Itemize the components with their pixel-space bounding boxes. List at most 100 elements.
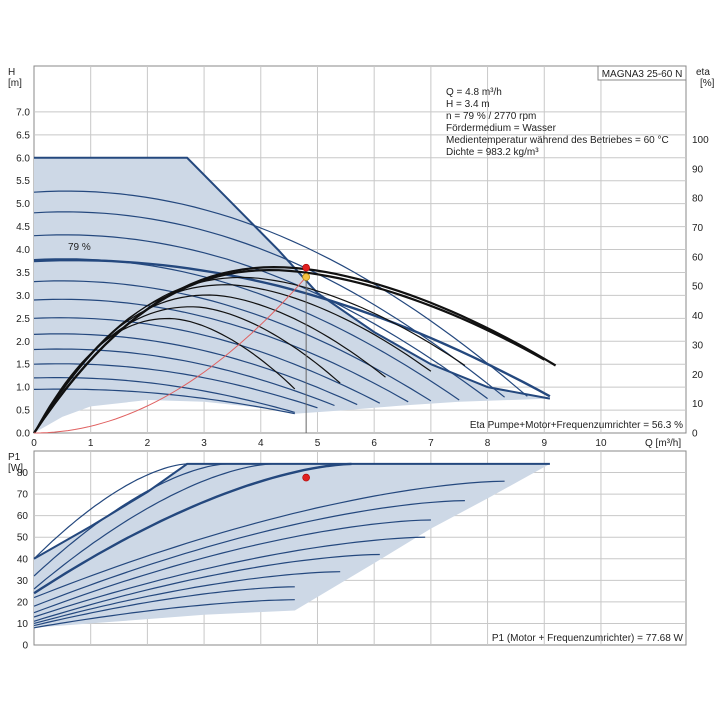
flow-tick-label: 4 (258, 438, 264, 449)
flow-tick-label: 8 (485, 438, 491, 449)
head-curve-panel: 0.0 0.5 1.0 1.5 2.0 2.5 3.0 3.5 4.0 4.5 5.0 5.5 6.0 6… (8, 65, 715, 449)
eta-tick-label: 60 (692, 252, 704, 263)
power-tick-label: 50 (17, 533, 29, 544)
info-head: H = 3.4 m (446, 99, 490, 110)
flow-tick-label: 2 (145, 438, 151, 449)
head-speed-curves (33, 156, 551, 415)
head-tick-label: 2.0 (16, 337, 30, 348)
power-readout: P1 (Motor + Frequenzumrichter) = 77.68 W (492, 633, 684, 644)
flow-axis-label: Q [m³/h] (645, 438, 681, 449)
speed-curve (33, 211, 505, 398)
power-y-tick-labels: 0 10 20 30 40 50 60 70 80 (17, 468, 29, 651)
power-tick-label: 0 (22, 641, 28, 652)
power-curve (33, 553, 380, 622)
operating-point-marker (302, 273, 311, 281)
power-curves (33, 462, 550, 629)
power-axis-unit: [W] (8, 463, 23, 474)
speed-curve (33, 317, 381, 404)
power-curve (33, 519, 431, 614)
info-medium: Fördermedium = Wasser (446, 123, 557, 134)
info-temperature: Medientemperatur während des Betriebes =… (446, 135, 669, 146)
info-speed: n = 79 % / 2770 rpm (446, 111, 536, 122)
head-tick-label: 7.0 (16, 107, 30, 118)
eta-tick-label: 10 (692, 399, 704, 410)
efficiency-y-tick-labels: 0 10 20 30 40 50 60 70 80 90 100 (692, 135, 709, 440)
power-max-envelope (33, 462, 550, 560)
efficiency-readout: Eta Pumpe+Motor+Frequenzumrichter = 56.3… (470, 420, 683, 431)
flow-tick-label: 1 (88, 438, 94, 449)
model-title: MAGNA3 25-60 N (602, 69, 683, 80)
speed-curve (33, 333, 358, 406)
power-point-marker (302, 473, 310, 482)
head-tick-label: 1.5 (16, 360, 30, 371)
head-axis-unit: [m] (8, 78, 22, 89)
efficiency-curve (33, 276, 466, 434)
active-power-curve (33, 462, 352, 595)
head-tick-label: 0.0 (16, 429, 30, 440)
speed-curve (33, 348, 335, 407)
head-tick-label: 3.5 (16, 268, 30, 279)
eta-tick-label: 40 (692, 311, 704, 322)
eta-axis-unit: [%] (700, 78, 715, 89)
power-tick-label: 20 (17, 597, 29, 608)
flow-tick-label: 3 (201, 438, 207, 449)
efficiency-curve (33, 317, 296, 434)
head-tick-label: 6.0 (16, 153, 30, 164)
active-speed-curve (33, 258, 551, 398)
eta-tick-label: 100 (692, 135, 709, 146)
speed-curve (33, 190, 528, 397)
power-curve-panel: 0 10 20 30 40 50 60 70 80 P1 [W] P1 (Motor + Fre… (8, 450, 687, 652)
flow-tick-label: 6 (371, 438, 377, 449)
speed-curve (33, 298, 409, 403)
head-tick-label: 1.0 (16, 383, 30, 394)
power-tick-label: 40 (17, 554, 29, 565)
head-axis-label: H (8, 67, 15, 78)
efficiency-point-marker (302, 263, 310, 272)
flow-tick-label: 5 (315, 438, 321, 449)
eta-tick-label: 90 (692, 164, 704, 175)
flow-tick-label: 7 (428, 438, 434, 449)
eta-tick-label: 70 (692, 223, 704, 234)
max-speed-envelope (34, 156, 551, 400)
head-tick-label: 3.0 (16, 291, 30, 302)
power-curve (33, 480, 505, 599)
eta-tick-label: 30 (692, 340, 704, 351)
power-curve (33, 463, 273, 590)
flow-tick-label: 0 (31, 438, 37, 449)
head-tick-label: 5.0 (16, 199, 30, 210)
power-curve (33, 571, 341, 624)
head-tick-label: 4.0 (16, 245, 30, 256)
power-curve (33, 500, 465, 607)
power-tick-label: 10 (17, 619, 29, 630)
head-y-tick-labels: 0.0 0.5 1.0 1.5 2.0 2.5 3.0 3.5 4.0 4.5 5.0 5.5 6.0 6… (16, 107, 30, 439)
speed-curve-label: 79 % (68, 242, 91, 253)
flow-tick-label: 9 (541, 438, 547, 449)
head-tick-label: 5.5 (16, 176, 30, 187)
head-tick-label: 6.5 (16, 130, 30, 141)
power-curve (33, 463, 188, 560)
info-density: Dichte = 983.2 kg/m³ (446, 147, 539, 158)
head-tick-label: 0.5 (16, 406, 30, 417)
eta-tick-label: 0 (692, 429, 698, 440)
head-tick-label: 4.5 (16, 222, 30, 233)
flow-x-tick-labels: 0 1 2 3 4 5 6 7 8 9 10 (31, 438, 607, 449)
power-axis-label: P1 (8, 452, 21, 463)
power-curve (33, 536, 426, 618)
eta-tick-label: 50 (692, 282, 704, 293)
power-tick-label: 70 (17, 490, 29, 501)
model-title-box (597, 65, 687, 81)
efficiency-curve (33, 306, 341, 434)
speed-curve (33, 280, 432, 402)
efficiency-curves (33, 265, 557, 434)
power-curve (33, 463, 227, 577)
info-flow: Q = 4.8 m³/h (446, 87, 502, 98)
power-tick-label: 80 (17, 468, 29, 479)
power-tick-label: 30 (17, 576, 29, 587)
head-tick-label: 2.5 (16, 314, 30, 325)
eta-axis-label: eta (696, 67, 710, 78)
flow-tick-label: 10 (595, 438, 607, 449)
power-curve (33, 586, 295, 627)
eta-tick-label: 20 (692, 370, 704, 381)
